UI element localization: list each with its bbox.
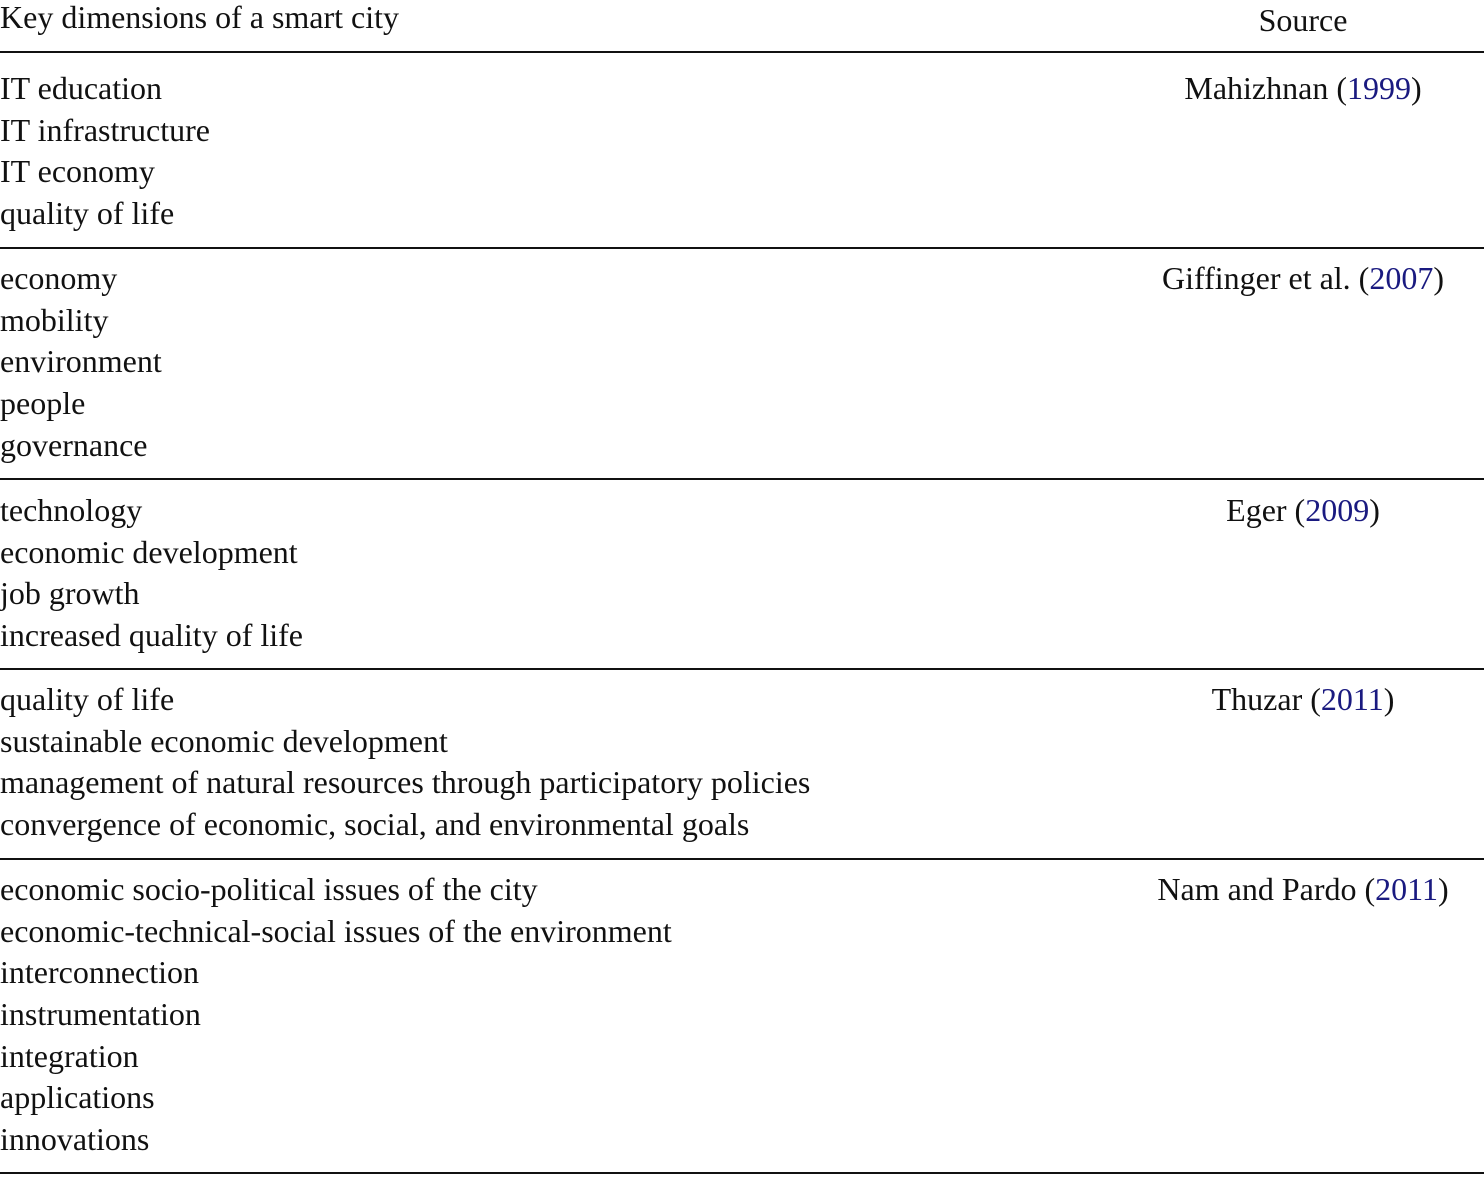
citation-author: Nam and Pardo (1157, 871, 1357, 907)
dimension-item: people (0, 385, 86, 422)
citation-author: Mahizhnan (1184, 70, 1329, 106)
citation-author: Giffinger et al. (1162, 260, 1351, 296)
source-citation: Nam and Pardo (2011) (1157, 871, 1449, 907)
dimension-item: quality of life (0, 681, 175, 717)
source-citation: Giffinger et al. (2007) (1162, 260, 1444, 296)
citation-year-link[interactable]: 2011 (1320, 681, 1384, 717)
row-rule (0, 478, 1484, 480)
dimension-item: economic socio-political issues of the c… (0, 871, 538, 907)
dimension-item: technology (0, 492, 143, 528)
row-rule (0, 668, 1484, 670)
dimension-item: applications (0, 1079, 155, 1116)
citation-year-link[interactable]: 1999 (1346, 70, 1411, 106)
dimension-item: integration (0, 1037, 139, 1074)
dimension-item: increased quality of life (0, 617, 303, 654)
dimension-list: economic socio-political issues of the c… (0, 869, 672, 1161)
dimension-list: technology economic development job growth… (0, 490, 303, 657)
dimension-item: environment (0, 343, 162, 380)
dimension-item: convergence of economic, social, and env… (0, 806, 750, 843)
dimension-list: quality of life sustainable economic deve… (0, 679, 810, 846)
citation-author: Thuzar (1211, 681, 1303, 717)
dimension-item: economic-technical-social issues of the … (0, 912, 672, 949)
dimension-item: IT infrastructure (0, 111, 210, 148)
dimension-item: mobility (0, 301, 109, 338)
dimension-item: governance (0, 426, 148, 463)
source-citation: Mahizhnan (1999) (1184, 70, 1422, 106)
row-rule (0, 858, 1484, 860)
dimension-item: interconnection (0, 954, 200, 991)
citation-author: Eger (1226, 492, 1287, 528)
citation-year-link[interactable]: 2009 (1305, 492, 1370, 528)
citation-year-link[interactable]: 2007 (1369, 260, 1434, 296)
dimension-item: instrumentation (0, 996, 201, 1033)
row-rule (0, 247, 1484, 249)
header-rule (0, 51, 1484, 53)
dimension-item: innovations (0, 1121, 150, 1158)
dimension-list: economy mobility environment people governan… (0, 258, 162, 466)
dimension-item: IT economy (0, 153, 155, 190)
source-citation: Thuzar (2011) (1211, 681, 1395, 717)
citation-year-link[interactable]: 2011 (1375, 871, 1438, 907)
dimension-item: job growth (0, 575, 140, 612)
row-rule (0, 1172, 1484, 1174)
dimension-item: sustainable economic development (0, 722, 448, 759)
dimension-list: IT education IT infrastructure IT economy q… (0, 68, 210, 235)
dimension-item: IT education (0, 70, 163, 106)
source-citation: Eger (2009) (1226, 492, 1380, 528)
header-dimensions: Key dimensions of a smart city (0, 0, 400, 35)
dimension-item: management of natural resources through … (0, 764, 811, 801)
dimension-item: economy (0, 260, 118, 296)
dimension-item: quality of life (0, 195, 175, 232)
header-source: Source (1258, 2, 1348, 38)
dimension-item: economic development (0, 533, 298, 570)
